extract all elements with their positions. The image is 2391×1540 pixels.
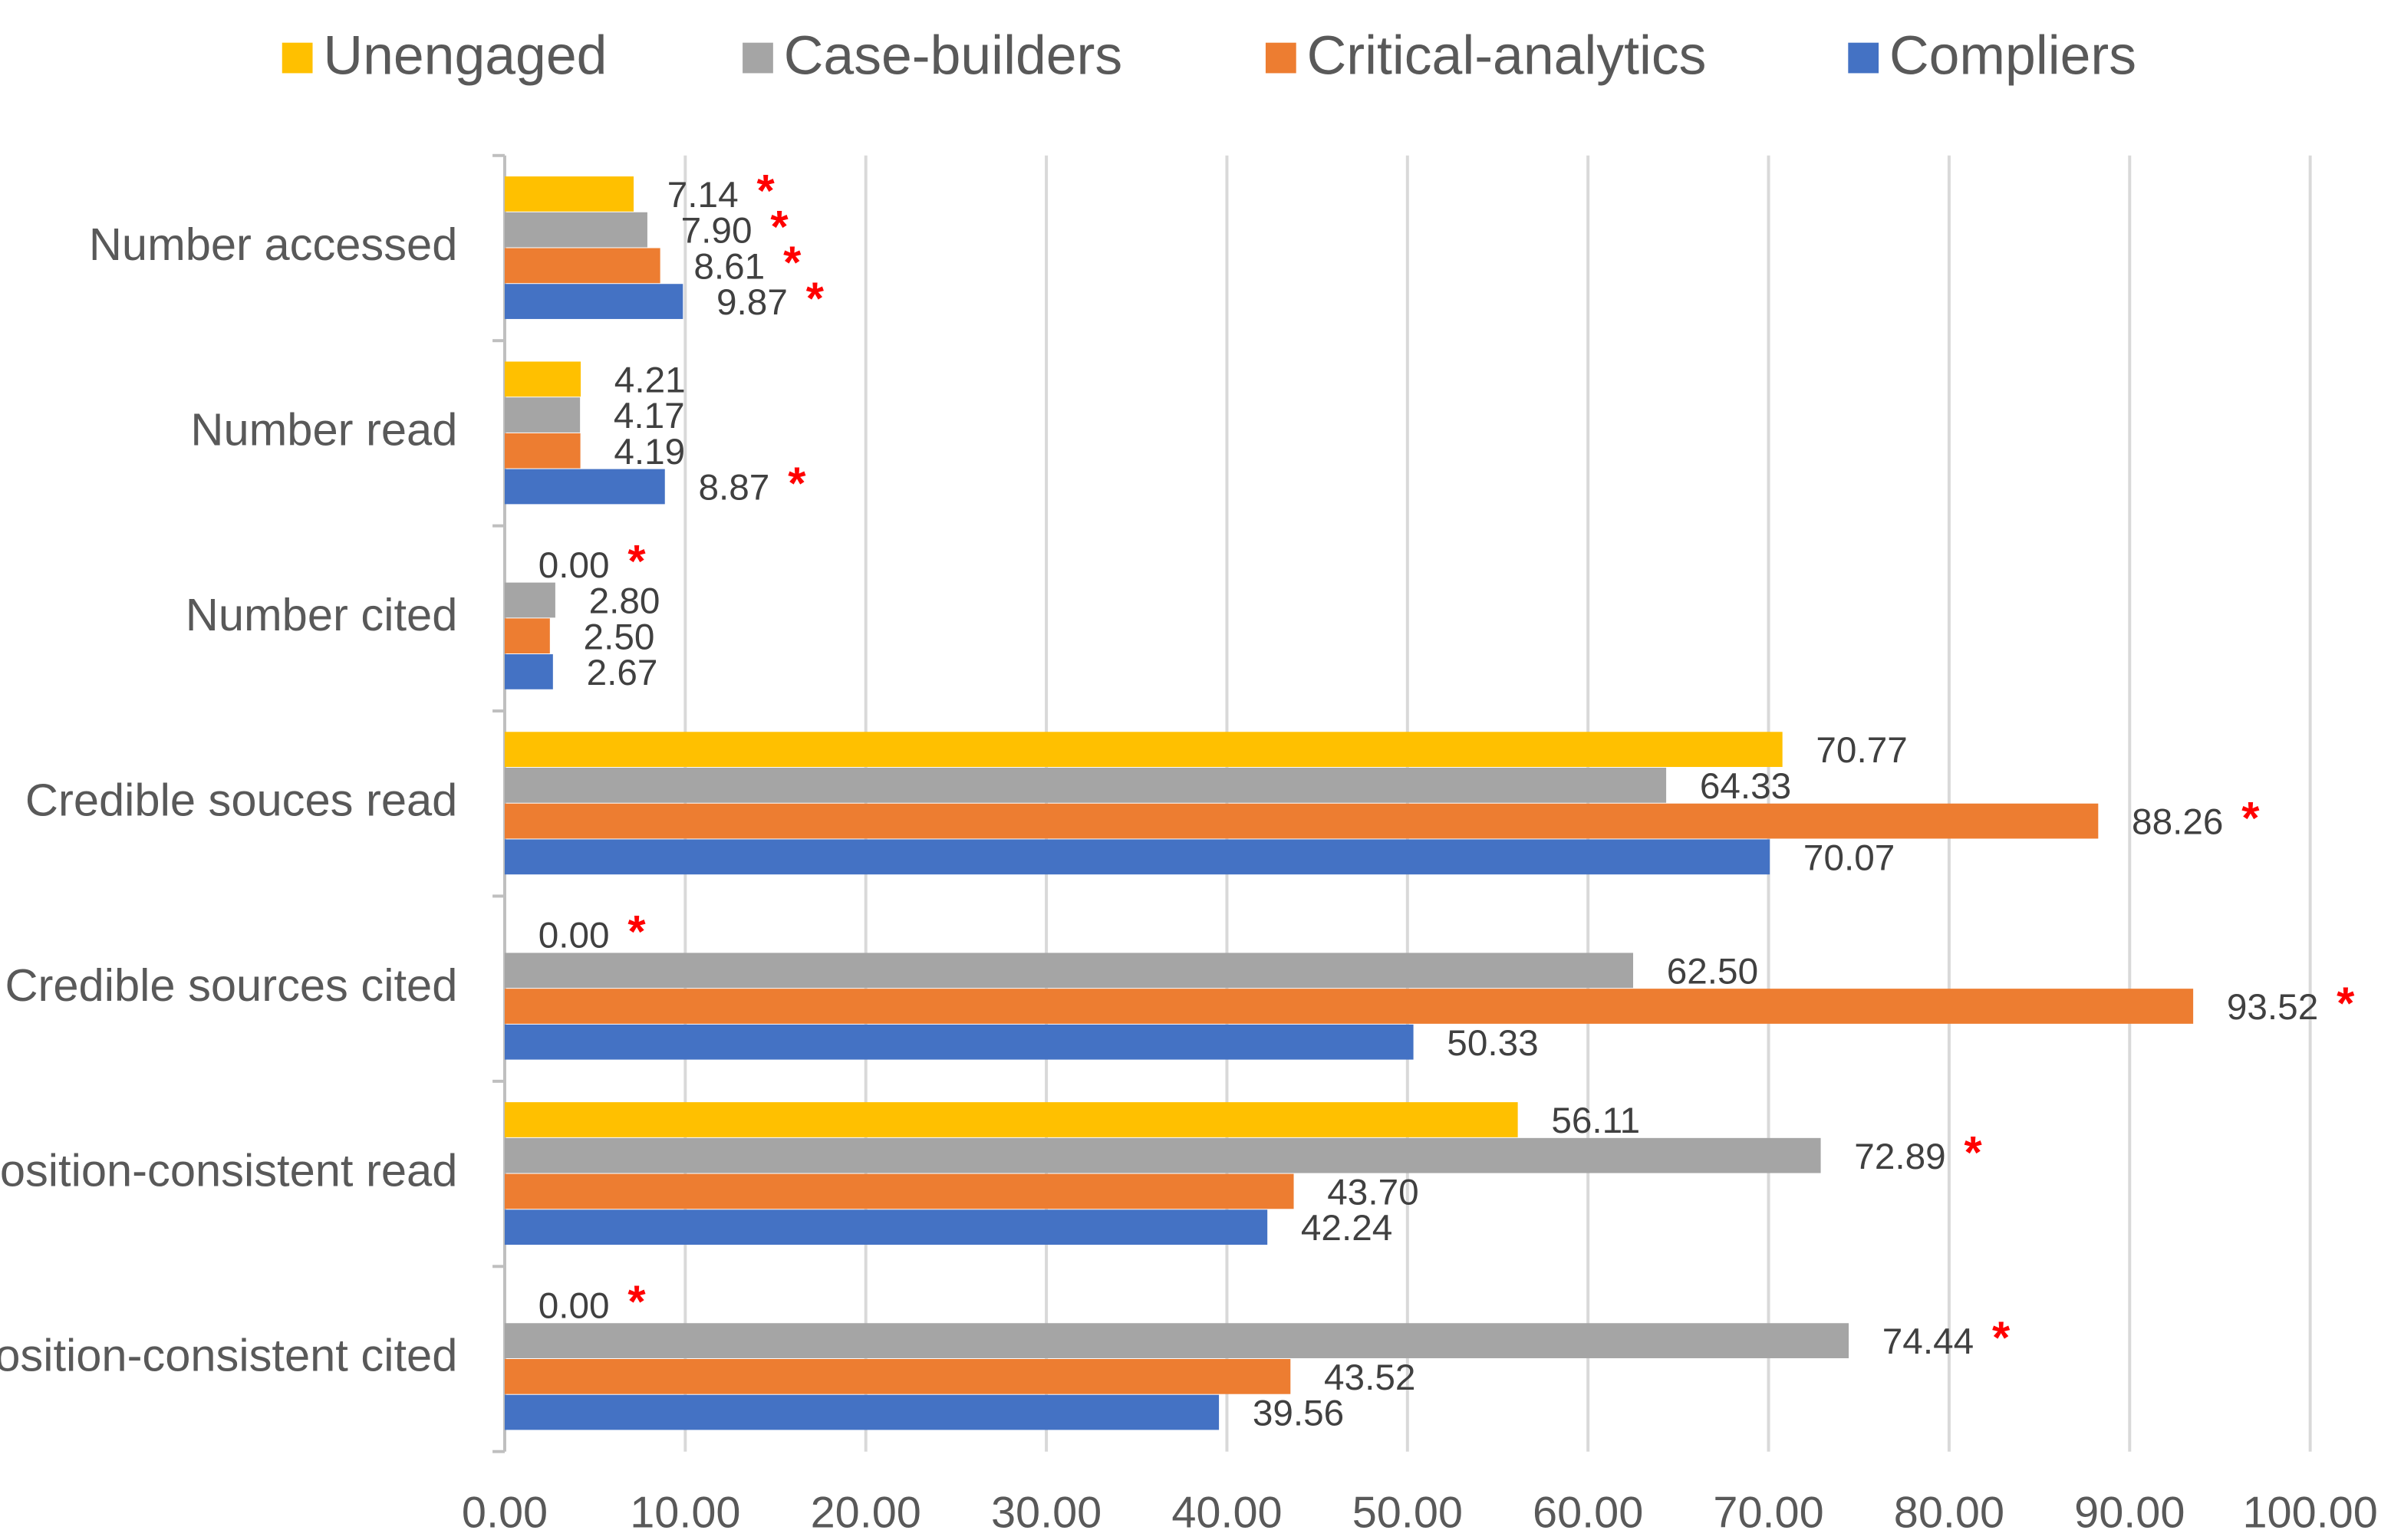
bar xyxy=(504,803,2099,839)
significance-marker: * xyxy=(1992,1311,2011,1363)
bar xyxy=(504,397,581,433)
legend-label: Case-builders xyxy=(784,25,1122,86)
x-tick-label: 90.00 xyxy=(2074,1488,2185,1537)
bar xyxy=(504,1173,1294,1209)
bar xyxy=(504,1209,1268,1245)
bar xyxy=(504,1024,1414,1060)
bar xyxy=(504,768,1667,803)
bar xyxy=(504,1394,1220,1430)
significance-marker: * xyxy=(2241,792,2260,844)
value-label: 4.21 xyxy=(614,360,686,400)
value-label: 72.89 xyxy=(1854,1137,1945,1177)
significance-marker: * xyxy=(627,535,646,587)
significance-marker: * xyxy=(627,906,646,957)
bar xyxy=(504,248,660,284)
value-label: 56.11 xyxy=(1551,1101,1640,1141)
bar xyxy=(504,654,553,689)
bar xyxy=(504,618,550,654)
value-label: 62.50 xyxy=(1667,951,1758,992)
x-tick-label: 60.00 xyxy=(1533,1488,1643,1537)
value-label: 43.70 xyxy=(1327,1173,1418,1213)
bar xyxy=(504,1102,1518,1137)
significance-marker: * xyxy=(1965,1127,1983,1178)
significance-marker: * xyxy=(783,237,802,288)
value-label: 4.17 xyxy=(614,396,685,436)
x-tick-label: 70.00 xyxy=(1713,1488,1823,1537)
significance-marker: * xyxy=(2337,977,2355,1028)
value-label: 2.50 xyxy=(584,617,655,657)
significance-marker: * xyxy=(770,201,789,252)
value-label: 9.87 xyxy=(716,282,788,323)
bar xyxy=(504,953,1634,989)
x-tick-label: 20.00 xyxy=(811,1488,921,1537)
legend-label: Critical-analytics xyxy=(1307,25,1707,86)
significance-marker: * xyxy=(756,165,775,216)
y-tick-label: Credible sources cited xyxy=(5,959,457,1011)
significance-marker: * xyxy=(627,1276,646,1328)
legend-swatch xyxy=(1848,42,1879,74)
bar xyxy=(504,1323,1849,1358)
value-label: 88.26 xyxy=(2132,802,2223,843)
value-label: 50.33 xyxy=(1447,1023,1538,1064)
value-label: 2.67 xyxy=(587,653,658,693)
legend-label: Compliers xyxy=(1889,25,2136,86)
value-label: 8.61 xyxy=(693,246,765,287)
bar xyxy=(504,732,1783,768)
significance-marker: * xyxy=(788,458,806,509)
value-label: 4.19 xyxy=(614,432,685,472)
bar xyxy=(504,469,665,505)
x-tick-label: 30.00 xyxy=(991,1488,1102,1537)
bar xyxy=(504,284,683,319)
bar xyxy=(504,433,581,469)
legend-swatch xyxy=(1265,42,1296,74)
y-tick-label: Position-consistent read xyxy=(0,1144,457,1196)
bar xyxy=(504,839,1770,875)
x-tick-label: 0.00 xyxy=(462,1488,548,1537)
value-label: 8.87 xyxy=(698,468,769,508)
value-label: 0.00 xyxy=(538,916,610,956)
y-tick-label: Number cited xyxy=(186,589,458,640)
legend-swatch xyxy=(282,42,313,74)
bar xyxy=(504,176,634,212)
bar xyxy=(504,361,581,397)
legend-label: Unengaged xyxy=(323,25,607,86)
y-tick-label: Position-consistent cited xyxy=(0,1330,457,1381)
x-tick-label: 50.00 xyxy=(1352,1488,1463,1537)
value-label: 2.80 xyxy=(589,581,660,622)
value-label: 64.33 xyxy=(1700,766,1791,807)
value-label: 7.90 xyxy=(681,211,753,252)
value-label: 7.14 xyxy=(667,175,739,216)
value-label: 43.52 xyxy=(1324,1357,1415,1398)
significance-marker: * xyxy=(806,272,825,324)
x-tick-label: 40.00 xyxy=(1171,1488,1282,1537)
y-tick-label: Credible souces read xyxy=(25,774,457,825)
value-label: 74.44 xyxy=(1882,1321,1974,1362)
bar xyxy=(504,989,2194,1024)
y-tick-label: Number accessed xyxy=(89,219,458,270)
value-label: 70.07 xyxy=(1803,837,1895,878)
bar xyxy=(504,1358,1291,1394)
x-tick-label: 100.00 xyxy=(2242,1488,2377,1537)
value-label: 0.00 xyxy=(538,545,610,586)
bar xyxy=(504,1137,1821,1173)
value-label: 93.52 xyxy=(2227,987,2318,1028)
value-label: 39.56 xyxy=(1253,1394,1344,1434)
y-tick-label: Number read xyxy=(190,404,457,456)
bar xyxy=(504,212,647,248)
value-label: 70.77 xyxy=(1816,730,1907,771)
x-tick-label: 80.00 xyxy=(1894,1488,2004,1537)
value-label: 0.00 xyxy=(538,1285,610,1326)
bar xyxy=(504,582,555,618)
x-tick-label: 10.00 xyxy=(630,1488,740,1537)
value-label: 42.24 xyxy=(1301,1208,1392,1249)
legend-swatch xyxy=(743,42,773,74)
